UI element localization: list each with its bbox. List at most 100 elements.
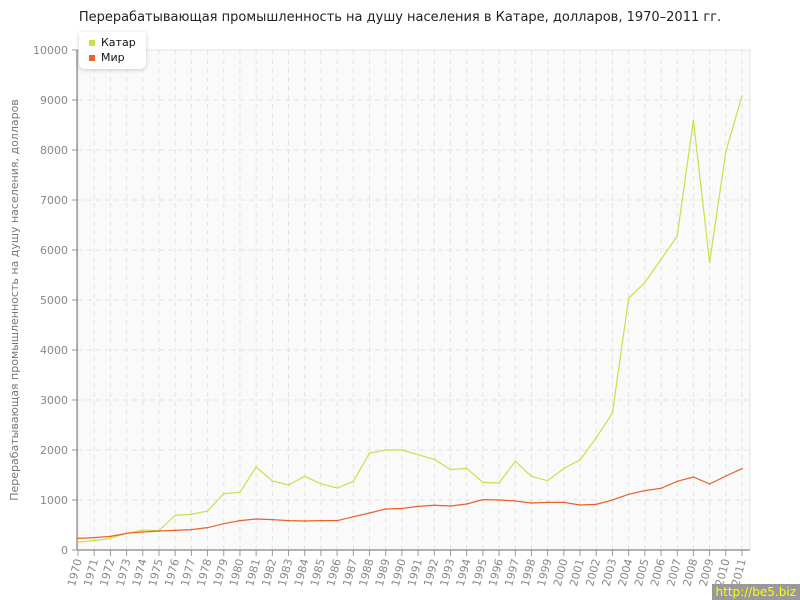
data-point bbox=[627, 493, 630, 496]
data-point bbox=[611, 412, 614, 414]
data-point bbox=[384, 449, 387, 451]
y-tick-label: 4000 bbox=[40, 344, 68, 357]
data-point bbox=[514, 460, 517, 463]
data-point bbox=[93, 536, 95, 539]
data-point bbox=[546, 501, 549, 504]
data-point bbox=[222, 522, 225, 525]
data-point bbox=[676, 235, 679, 237]
data-point bbox=[611, 499, 614, 501]
data-point bbox=[482, 481, 484, 484]
data-point bbox=[725, 150, 727, 153]
data-point bbox=[644, 489, 646, 492]
legend-item-world[interactable]: Мир bbox=[89, 50, 136, 65]
data-point bbox=[741, 467, 743, 470]
data-point bbox=[595, 436, 598, 439]
data-point bbox=[336, 519, 338, 522]
data-point bbox=[174, 529, 176, 532]
data-point bbox=[271, 518, 274, 521]
data-point bbox=[320, 519, 322, 522]
data-point bbox=[287, 519, 290, 522]
data-point bbox=[692, 119, 695, 122]
data-point bbox=[368, 512, 371, 514]
y-tick-label: 2000 bbox=[40, 444, 68, 457]
data-point bbox=[368, 452, 371, 454]
data-point bbox=[158, 530, 160, 532]
data-point bbox=[676, 480, 679, 483]
data-point bbox=[206, 510, 209, 512]
legend-swatch bbox=[89, 54, 95, 61]
legend-item-qatar[interactable]: Катар bbox=[89, 35, 136, 50]
data-point bbox=[255, 466, 257, 468]
legend-swatch bbox=[89, 39, 95, 46]
data-point bbox=[433, 504, 436, 507]
data-point bbox=[77, 541, 79, 544]
y-tick-label: 6000 bbox=[40, 244, 68, 257]
data-point bbox=[141, 529, 144, 531]
data-point bbox=[352, 515, 355, 518]
data-point bbox=[239, 491, 241, 494]
data-point bbox=[465, 503, 468, 505]
data-point bbox=[660, 258, 662, 261]
data-point bbox=[255, 518, 257, 520]
data-point bbox=[303, 475, 306, 478]
data-point bbox=[546, 479, 549, 482]
data-point bbox=[708, 483, 711, 485]
data-point bbox=[239, 519, 241, 522]
data-point bbox=[320, 482, 322, 485]
data-point bbox=[498, 499, 500, 501]
y-tick-label: 7000 bbox=[40, 194, 68, 207]
data-point bbox=[384, 508, 387, 510]
data-point bbox=[627, 297, 630, 300]
data-point bbox=[271, 480, 274, 482]
data-point bbox=[287, 484, 290, 486]
data-point bbox=[579, 504, 581, 506]
y-tick-label: 5000 bbox=[40, 294, 68, 307]
data-point bbox=[595, 503, 598, 506]
y-tick-label: 0 bbox=[61, 544, 68, 557]
data-point bbox=[692, 476, 695, 478]
legend-label: Катар bbox=[101, 36, 136, 49]
series-line-world bbox=[77, 468, 743, 539]
data-point bbox=[449, 468, 452, 471]
data-point bbox=[498, 482, 500, 484]
data-point bbox=[352, 480, 355, 483]
y-tick-label: 8000 bbox=[40, 144, 68, 157]
y-axis-label: Перерабатывающая промышленность на душу … bbox=[8, 99, 21, 501]
data-point bbox=[190, 528, 193, 531]
legend[interactable]: Катар Мир bbox=[79, 32, 146, 69]
data-point bbox=[530, 502, 533, 504]
y-tick-label: 10000 bbox=[33, 44, 68, 57]
data-point bbox=[401, 449, 403, 451]
data-point bbox=[77, 537, 79, 540]
data-point bbox=[190, 513, 193, 516]
y-tick-label: 1000 bbox=[40, 494, 68, 507]
data-point bbox=[141, 531, 144, 533]
data-point bbox=[514, 500, 517, 502]
data-point bbox=[708, 261, 711, 264]
data-point bbox=[563, 501, 565, 504]
chart-title: Перерабатывающая промышленность на душу … bbox=[78, 10, 722, 25]
data-point bbox=[336, 487, 338, 489]
data-point bbox=[530, 475, 533, 478]
data-point bbox=[401, 507, 403, 510]
data-point bbox=[644, 281, 646, 284]
y-tick-label: 9000 bbox=[40, 94, 68, 107]
y-tick-label: 3000 bbox=[40, 394, 68, 407]
data-point bbox=[222, 492, 225, 495]
data-point bbox=[433, 458, 436, 461]
data-point bbox=[417, 453, 419, 456]
data-point bbox=[206, 526, 209, 529]
data-point bbox=[93, 539, 95, 542]
data-point bbox=[482, 498, 484, 501]
data-point bbox=[579, 459, 581, 461]
data-point bbox=[417, 505, 419, 508]
data-point bbox=[174, 514, 176, 517]
data-point bbox=[563, 467, 565, 470]
watermark[interactable]: http://be5.biz bbox=[711, 584, 800, 600]
data-point bbox=[449, 505, 452, 507]
legend-label: Мир bbox=[101, 51, 125, 64]
data-point bbox=[125, 532, 128, 535]
data-point bbox=[109, 537, 112, 540]
data-point bbox=[725, 475, 727, 477]
